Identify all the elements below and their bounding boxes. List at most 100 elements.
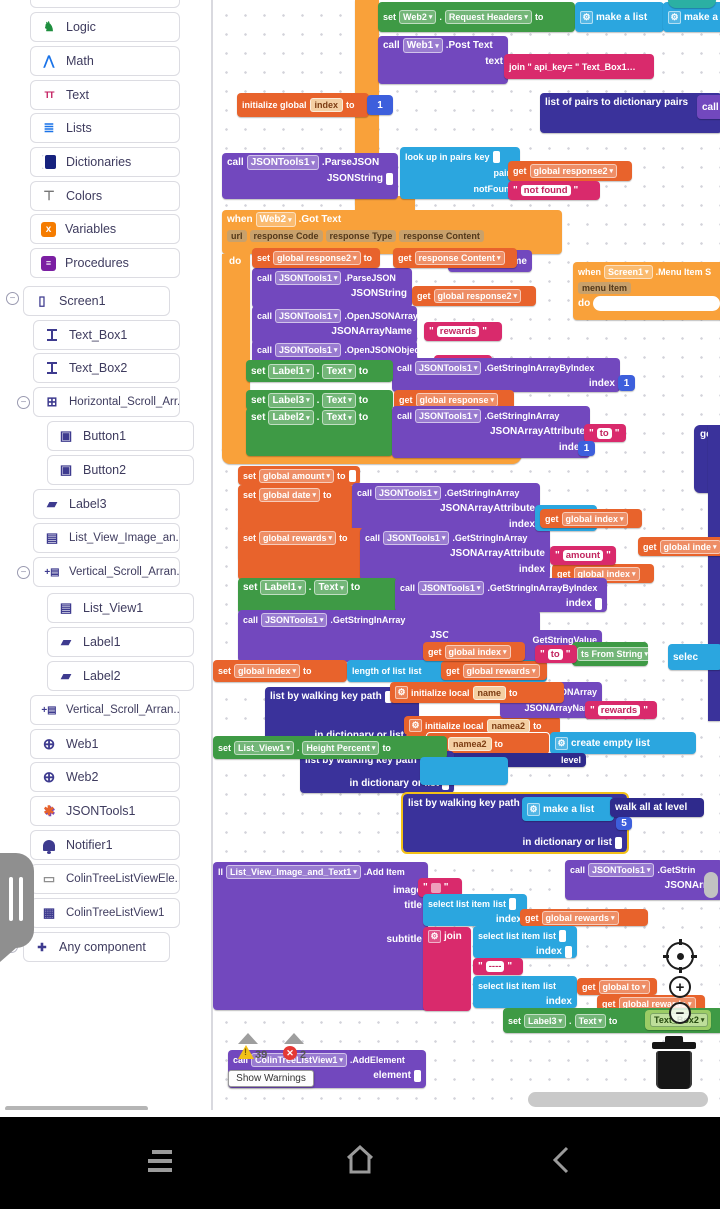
block-text-to-1[interactable]: " to " bbox=[584, 424, 626, 442]
block-get-global-index-cut[interactable]: get global inde bbox=[638, 537, 720, 556]
palette-item-colors[interactable]: ⊤ Colors bbox=[30, 181, 180, 211]
horizontal-scrollbar-thumb[interactable] bbox=[528, 1092, 708, 1107]
block-fragment-cyan-2[interactable] bbox=[420, 757, 508, 785]
tree-item-text-box1[interactable]: Text_Box1 bbox=[33, 320, 180, 350]
tree-item-label3[interactable]: ▰ Label3 bbox=[33, 489, 180, 519]
tree-item-colintreelistviewele[interactable]: ▭ ColinTreeListViewEle... bbox=[30, 864, 180, 894]
tree-item-button1[interactable]: ▣ Button1 bbox=[47, 421, 194, 451]
warning-triangle-icon[interactable] bbox=[238, 1045, 254, 1059]
block-select-list-item-3[interactable]: select list item list index bbox=[473, 976, 577, 1008]
collapse-toggle-horizontal[interactable]: − bbox=[17, 396, 30, 409]
block-call-getstringinarray-3[interactable]: call JSONTools1 .GetStringInArray JSONAr… bbox=[360, 528, 550, 580]
block-call-parsejson-2[interactable]: call JSONTools1 .ParseJSON JSONString bbox=[252, 268, 412, 308]
block-set-label1-text-a[interactable]: set Label1 . Text to bbox=[246, 360, 393, 382]
palette-item-partial[interactable] bbox=[30, 0, 180, 8]
block-call-colintreelistview-addelement[interactable]: call ColinTreeListView1 .AddElement elem… bbox=[228, 1050, 426, 1088]
blocks-canvas[interactable]: set Web2 . Request Headers to ⚙ make a l… bbox=[213, 0, 720, 1110]
block-set-label2-text[interactable]: set Label2 . Text to bbox=[246, 408, 393, 456]
mutator-gear-icon[interactable]: ⚙ bbox=[580, 10, 593, 24]
block-get-global-response2-b[interactable]: get global response2 bbox=[412, 286, 536, 306]
block-create-empty-list[interactable]: ⚙ create empty list bbox=[550, 732, 696, 754]
block-get-global-rewards-1[interactable]: get global rewards bbox=[441, 661, 547, 680]
block-join-apikey[interactable]: join " api_key= " Text_Box1… bbox=[504, 54, 654, 79]
sidebar-scrollbar[interactable] bbox=[5, 1106, 148, 1111]
block-call-fragment-cut[interactable]: call bbox=[697, 95, 720, 119]
block-fragment-select-cut[interactable]: selec bbox=[668, 644, 720, 670]
mutator-gear-icon[interactable]: ⚙ bbox=[409, 719, 422, 732]
palette-item-lists[interactable]: ≣ Lists bbox=[30, 113, 180, 143]
block-when-screen1-menuitem[interactable]: when Screen1 .Menu Item S menu Item do bbox=[573, 262, 720, 320]
mutator-gear-icon[interactable]: ⚙ bbox=[527, 802, 540, 816]
block-set-global-response2[interactable]: set global response2 to bbox=[252, 248, 380, 268]
block-get-global-response[interactable]: get global response bbox=[394, 390, 514, 410]
tree-item-web1[interactable]: ⊕ Web1 bbox=[30, 729, 180, 759]
block-number-5-badge[interactable]: 5 bbox=[616, 817, 632, 830]
block-list-of-pairs-to-dictionary[interactable]: list of pairs to dictionary pairs bbox=[540, 93, 720, 133]
tree-item-label1[interactable]: ▰ Label1 bbox=[47, 627, 194, 657]
block-select-list-item-2[interactable]: select list item list index bbox=[473, 926, 577, 958]
palette-item-logic[interactable]: ♞ Logic bbox=[30, 12, 180, 42]
block-call-getstringinarray-1[interactable]: call JSONTools1 .GetStringInArray JSONAr… bbox=[392, 406, 590, 458]
block-text-rewards-2[interactable]: " rewards " bbox=[585, 701, 657, 719]
home-button[interactable] bbox=[343, 1143, 377, 1177]
tree-item-notifier1[interactable]: Notifier1 bbox=[30, 830, 180, 860]
block-call-getstringinarraybyindex-1[interactable]: call JSONTools1 .GetStringInArrayByIndex… bbox=[392, 358, 620, 392]
block-join-2[interactable]: ⚙ join bbox=[423, 927, 471, 1011]
mutator-gear-icon[interactable]: ⚙ bbox=[395, 686, 408, 699]
block-call-parsejson-1[interactable]: call JSONTools1 .ParseJSON JSONString bbox=[222, 153, 398, 199]
block-get-global-response2-a[interactable]: get global response2 bbox=[508, 161, 632, 181]
tree-item-vertical-scroll-2[interactable]: +▤ Vertical_Scroll_Arran... bbox=[30, 695, 180, 725]
block-get-global-rewards-2[interactable]: get global rewards bbox=[520, 909, 648, 926]
tree-item-any-component[interactable]: ✚ Any component bbox=[23, 932, 170, 962]
mutator-gear-icon[interactable]: ⚙ bbox=[555, 736, 568, 750]
block-set-global-amount[interactable]: set global amount to bbox=[238, 466, 360, 485]
block-text-rewards-1[interactable]: " rewards " bbox=[424, 322, 502, 341]
palette-item-variables[interactable]: x Variables bbox=[30, 214, 180, 244]
tree-item-button2[interactable]: ▣ Button2 bbox=[47, 455, 194, 485]
block-select-list-item-1[interactable]: select list item list index bbox=[423, 894, 527, 926]
collapse-toggle-screen1[interactable]: − bbox=[6, 292, 19, 305]
block-set-label3-text-a[interactable]: set Label3 . Text to bbox=[246, 390, 393, 410]
block-call-web1-posttext[interactable]: call Web1 .Post Text text bbox=[378, 36, 508, 84]
palette-item-procedures[interactable]: ≡ Procedures bbox=[30, 248, 180, 278]
block-number-1[interactable]: 1 bbox=[367, 95, 393, 115]
error-circle-icon[interactable]: ✕ bbox=[283, 1046, 297, 1060]
collapse-arrow-icon[interactable] bbox=[238, 1033, 258, 1044]
palette-item-math[interactable]: ⋀ Math bbox=[30, 46, 180, 76]
block-get-response-content[interactable]: get response Content bbox=[393, 248, 517, 268]
tree-item-web2[interactable]: ⊕ Web2 bbox=[30, 762, 180, 792]
tree-item-screen1[interactable]: ▯ Screen1 bbox=[23, 286, 170, 316]
block-set-listview1-heightpercent[interactable]: set List_View1 . Height Percent to bbox=[213, 736, 447, 759]
zoom-out-button[interactable]: − bbox=[669, 1002, 691, 1024]
block-call-listview-additem[interactable]: ll List_View_Image_and_Text1 .Add Item i… bbox=[213, 862, 428, 1010]
block-when-web2-gottext-header[interactable]: when Web2 .Got Text url response Code re… bbox=[222, 210, 562, 254]
block-fragment-fromstring[interactable]: ts From String to bbox=[572, 642, 664, 666]
block-get-global-to[interactable]: get global to bbox=[577, 978, 657, 995]
recenter-target-icon[interactable] bbox=[663, 939, 697, 973]
tree-item-list-view1[interactable]: ▤ List_View1 bbox=[47, 593, 194, 623]
tree-item-vertical-scroll-1[interactable]: +▤ Vertical_Scroll_Arran... bbox=[33, 557, 180, 587]
palette-item-text[interactable]: TT Text bbox=[30, 80, 180, 110]
recents-menu-button[interactable] bbox=[144, 1145, 178, 1179]
back-button[interactable] bbox=[545, 1143, 579, 1177]
palette-drawer-handle[interactable] bbox=[0, 853, 34, 962]
block-call-getstringinarray-2[interactable]: call JSONTools1 .GetStringInArray JSONAr… bbox=[352, 483, 540, 531]
palette-item-dictionaries[interactable]: Dictionaries bbox=[30, 147, 180, 177]
block-call-getstring-cut[interactable]: call JSONTools1 .GetStrin JSONArray bbox=[565, 860, 720, 900]
block-lookup-in-pairs[interactable]: look up in pairs key pairs notFound bbox=[400, 147, 520, 199]
block-initialize-local-namea2[interactable]: ⚙ initialize local namea2 to bbox=[404, 716, 560, 735]
tree-item-jsontools1[interactable]: ✱ JSONTools1 bbox=[30, 796, 180, 826]
mutator-gear-icon[interactable]: ⚙ bbox=[668, 10, 681, 24]
block-text-to-2[interactable]: " to " bbox=[535, 645, 577, 663]
block-text-image-placeholder[interactable]: " " bbox=[418, 878, 462, 897]
vertical-scrollbar-thumb[interactable] bbox=[704, 872, 718, 898]
block-set-namea2[interactable]: set namea2 to bbox=[426, 732, 550, 755]
tree-item-label2[interactable]: ▰ Label2 bbox=[47, 661, 194, 691]
tree-item-text-box2[interactable]: Text_Box2 bbox=[33, 353, 180, 383]
mutator-gear-icon[interactable]: ⚙ bbox=[428, 930, 441, 943]
block-initialize-global-index[interactable]: initialize global index to bbox=[237, 93, 369, 117]
tree-item-list-view-image[interactable]: ▤ List_View_Image_an... bbox=[33, 523, 180, 553]
block-get-global-index-1[interactable]: get global index bbox=[540, 509, 642, 528]
block-set-web2-requestheaders[interactable]: set Web2 . Request Headers to bbox=[378, 2, 575, 32]
block-walk-all-at-level[interactable]: walk all at level bbox=[610, 798, 704, 817]
